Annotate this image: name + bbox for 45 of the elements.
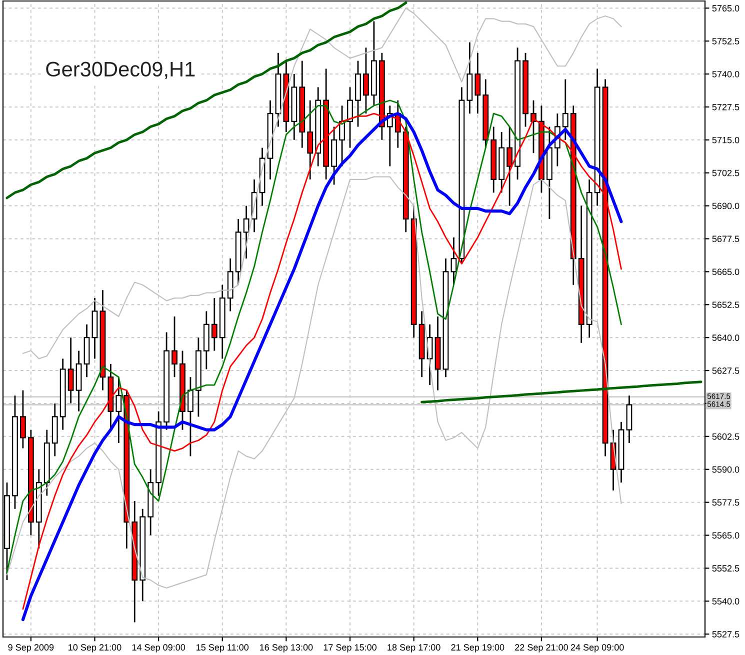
y-tick-label: 5702.5 <box>712 170 740 176</box>
candlestick <box>562 78 568 141</box>
y-tick-label: 5740.0 <box>712 70 740 78</box>
x-tick-label: 24 Sep 09:00 <box>570 644 624 652</box>
y-tick-label: 5627.5 <box>712 367 740 374</box>
x-tick-label: 10 Sep 21:00 <box>68 644 122 652</box>
x-tick-label: 15 Sep 11:00 <box>196 644 249 652</box>
candlestick <box>20 390 26 449</box>
y-tick-label: 5577.5 <box>712 499 740 506</box>
candlestick <box>347 86 353 149</box>
y-tick-label: 5665.0 <box>712 268 740 276</box>
y-tick-label: 5765.0 <box>712 5 740 12</box>
candlestick <box>506 126 513 206</box>
line-series <box>6 2 408 200</box>
y-tick-label: 5652.5 <box>712 302 740 308</box>
candlestick <box>188 376 194 457</box>
candlestick <box>450 236 457 286</box>
y-tick-label: 5690.0 <box>712 202 740 210</box>
x-tick-label: 14 Sep 09:00 <box>132 644 186 652</box>
y-tick-label: 5677.5 <box>712 236 740 242</box>
candlestick <box>68 336 74 404</box>
y-tick-label: 5565.0 <box>712 532 740 539</box>
candlestick <box>172 316 178 378</box>
y-tick-label: 5640.0 <box>712 334 740 341</box>
y-tick-label: 5715.0 <box>712 136 740 144</box>
x-tick-label: 17 Sep 15:00 <box>324 644 377 652</box>
line-series <box>420 380 702 404</box>
y-tick-label: 5752.5 <box>712 38 740 44</box>
y-tick-label: 5552.5 <box>712 565 740 572</box>
candlestick <box>243 205 250 260</box>
x-tick-label: 22 Sep 21:00 <box>515 644 568 652</box>
x-tick-label: 16 Sep 13:00 <box>260 644 313 652</box>
candlestick <box>363 46 369 114</box>
text: Ger30Dec09,H1 <box>46 62 195 80</box>
y-tick-label: 5602.5 <box>712 433 740 440</box>
y-tick-label: 5590.0 <box>712 466 740 473</box>
y-tick-label: 5540.0 <box>712 598 740 605</box>
x-tick-label: 21 Sep 19:00 <box>451 644 504 652</box>
y-tick-label: 5527.5 <box>712 631 740 638</box>
y-tick-label: 5727.5 <box>712 104 740 110</box>
candlestick <box>474 52 481 114</box>
candlestick <box>116 376 122 444</box>
x-tick-label: 18 Sep 17:00 <box>388 644 440 652</box>
x-tick-label: 9 Sep 2009 <box>8 644 54 652</box>
candlestick <box>211 297 218 352</box>
